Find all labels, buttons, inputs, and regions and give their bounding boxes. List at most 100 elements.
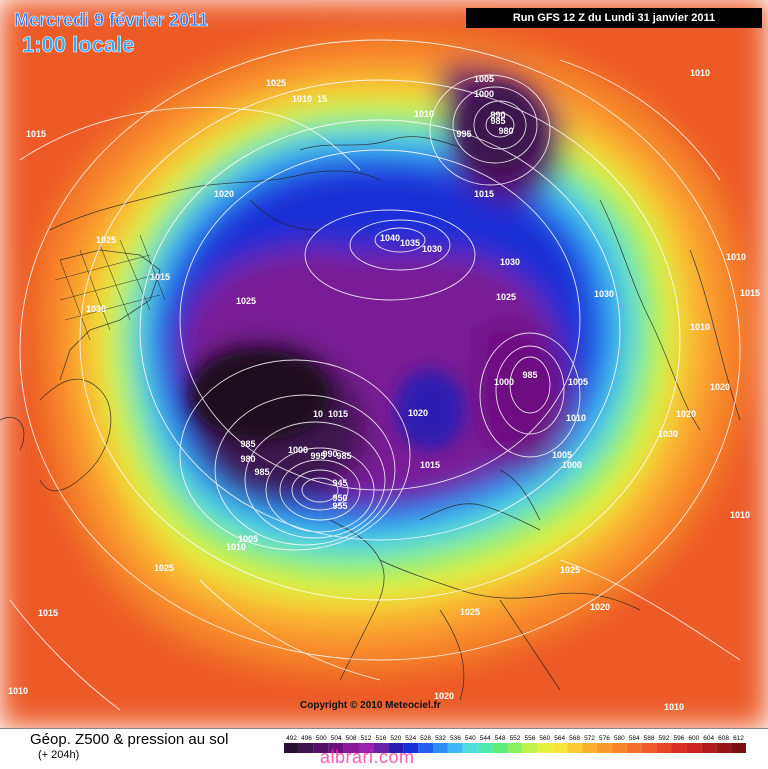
pressure-label: 1020 [590,602,610,612]
pressure-label: 1015 [26,129,46,139]
scale-swatch [701,743,717,753]
scale-swatch [388,743,404,753]
scale-tick-label: 564 [554,735,565,742]
field-title: Géop. Z500 & pression au sol [30,731,229,748]
pressure-label: 1000 [562,460,582,470]
pressure-label: 1010 [292,94,312,104]
pressure-label: 1015 [740,288,760,298]
deep-low-core [190,85,540,450]
pressure-label: 1015 [474,189,494,199]
pressure-label: 985 [254,467,269,477]
pressure-label: 985 [240,439,255,449]
scale-swatch [731,743,746,753]
copyright-text: Copyright © 2010 Meteociel.fr [300,700,441,711]
pressure-label: 1035 [400,238,420,248]
forecast-time-title: 1:00 locale [22,32,135,58]
pressure-label: 990 [490,110,505,120]
scale-swatch [358,743,374,753]
scale-tick-label: 504 [331,735,342,742]
pressure-label: 985 [522,370,537,380]
pressure-label: 1025 [460,607,480,617]
model-run-banner: Run GFS 12 Z du Lundi 31 janvier 2011 [466,8,762,28]
scale-tick-label: 512 [361,735,372,742]
pressure-label: 1030 [658,429,678,439]
scale-swatch [373,743,389,753]
scale-tick-label: 524 [405,735,416,742]
scale-swatch [507,743,523,753]
pressure-label: 1000 [494,377,514,387]
scale-tick-label: 596 [673,735,684,742]
scale-swatch [626,743,642,753]
pressure-label: 1015 [38,608,58,618]
scale-swatch [537,743,553,753]
scale-tick-label: 532 [435,735,446,742]
isobars [9,39,741,711]
scale-tick-label: 496 [301,735,312,742]
scale-tick-label: 500 [316,735,327,742]
pressure-label: 1020 [214,189,234,199]
watermark: albrari.com [320,747,415,767]
pressure-label: 1010 [730,510,750,520]
scale-tick-label: 604 [703,735,714,742]
scale-tick-label: 572 [584,735,595,742]
scale-tick-label: 568 [569,735,580,742]
pressure-label: 1015 [150,272,170,282]
scale-swatch [284,743,299,753]
pressure-label: 1020 [434,691,454,701]
scale-tick-label: 600 [688,735,699,742]
pressure-label: 1040 [380,233,400,243]
scale-tick-label: 528 [420,735,431,742]
pressure-label: 1005 [474,74,494,84]
pressure-label: 15 [317,94,327,104]
scale-tick-label: 612 [733,735,744,742]
pressure-label: 990 [322,449,337,459]
scale-swatch [433,743,448,753]
scale-swatch [343,743,359,753]
pressure-label: 1010 [690,68,710,78]
pressure-label: 1005 [568,377,588,387]
pressure-label: 1005 [552,450,572,460]
pressure-label: 1030 [594,289,614,299]
scale-tick-label: 516 [375,735,386,742]
pressure-label: 1020 [676,409,696,419]
pressure-label: 995 [456,129,471,139]
pressure-label: 1020 [408,408,428,418]
scale-swatch [492,743,508,753]
pressure-label: 1010 [8,686,28,696]
pressure-label: 10 [313,409,323,419]
scale-swatch [403,743,419,753]
scale-swatch [418,743,433,753]
pressure-label: 1010 [414,109,434,119]
pressure-label: 1025 [560,565,580,575]
pressure-label: 1025 [96,235,116,245]
scale-swatch [567,743,583,753]
scale-tick-label: 580 [614,735,625,742]
scale-swatch [641,743,657,753]
pressure-label: 985 [490,116,505,126]
pressure-label: 1025 [154,563,174,573]
lead-time: (+ 204h) [38,749,80,761]
pressure-label: 1020 [710,382,730,392]
color-scale: 492 496 500 504 508 512 516 520 524 528 532 536 540 5… [284,735,746,753]
scale-tick-label: 576 [599,735,610,742]
scale-tick-label: 520 [390,735,401,742]
coastlines [0,136,741,701]
scale-swatch [552,743,568,753]
pressure-label: 1000 [288,445,308,455]
scale-tick-label: 588 [644,735,655,742]
pressure-label: 995 [310,451,325,461]
pressure-label: 955 [332,501,347,511]
pressure-label: 980 [240,454,255,464]
scale-tick-label: 508 [346,735,357,742]
pressure-label: 980 [498,126,513,136]
scale-swatch [447,743,463,753]
pressure-label: 1005 [238,534,258,544]
pressure-label: 985 [336,451,351,461]
scale-tick-label: 608 [718,735,729,742]
scale-swatch [582,743,597,753]
scale-swatch [477,743,493,753]
pressure-label: 950 [332,493,347,503]
pressure-label: 1030 [86,304,106,314]
